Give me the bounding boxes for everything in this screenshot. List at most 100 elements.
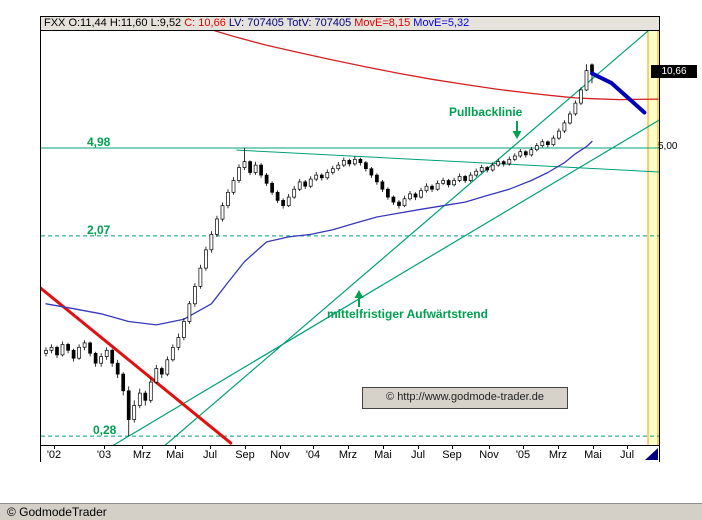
candle-body — [546, 141, 550, 146]
candle-body — [49, 346, 54, 351]
candle-body — [165, 359, 170, 375]
candle-body — [44, 349, 48, 354]
candle-body — [275, 191, 280, 201]
x-axis-tick — [348, 446, 349, 449]
candle-body — [485, 167, 490, 171]
chart-frame: FXX O:11,44 H:11,60 L:9,52 C: 10,66 LV: … — [40, 16, 660, 463]
future-band — [648, 31, 658, 445]
candle-body — [82, 342, 87, 348]
candle-body — [529, 149, 534, 156]
old-downtrend — [41, 286, 233, 445]
info-bar-segment: FXX O:11,44 H:11,60 L:9,52 — [44, 17, 185, 29]
x-axis-tick — [418, 446, 419, 449]
candle-body — [281, 200, 285, 206]
x-axis-tick — [280, 446, 281, 449]
candle-body — [507, 158, 512, 165]
candle-body — [209, 234, 214, 251]
chart-plot[interactable]: Pullbacklinie mittelfristiger Aufwärtstr… — [41, 31, 659, 445]
x-axis-label: Jul — [410, 449, 426, 461]
candle-body — [159, 368, 164, 375]
candle-body — [193, 286, 197, 305]
projection-line — [590, 71, 647, 115]
x-axis-label: Mrz — [338, 449, 358, 461]
candle-body — [297, 181, 302, 190]
candle-body — [319, 174, 324, 179]
candle-body — [248, 161, 252, 173]
candle-body — [226, 191, 230, 207]
x-axis-tick — [558, 446, 559, 449]
candle-body — [408, 193, 412, 200]
x-axis-tick — [245, 446, 246, 449]
candlestick-chart[interactable] — [41, 31, 659, 445]
footer-copyright: © GodmodeTrader — [7, 505, 107, 519]
x-axis-tick — [523, 446, 524, 449]
candle-body — [557, 130, 561, 139]
candle-body — [534, 145, 539, 151]
candle-body — [176, 337, 181, 348]
candle-body — [479, 167, 484, 172]
candle-body — [77, 346, 81, 359]
x-axis-label: Sep — [442, 449, 462, 461]
candle-body — [441, 180, 445, 184]
x-axis-tick — [175, 446, 176, 449]
candle-body — [391, 196, 396, 203]
candle-body — [358, 158, 363, 164]
candle-body — [187, 303, 192, 322]
candle-body — [264, 174, 269, 184]
info-bar: FXX O:11,44 H:11,60 L:9,52 C: 10,66 LV: … — [41, 17, 659, 31]
candle-body — [452, 180, 456, 186]
candle-body — [419, 190, 423, 198]
x-axis-label: Jul — [202, 449, 218, 461]
candle-body — [352, 158, 357, 165]
pullback-line — [164, 31, 649, 445]
candle-body — [551, 137, 556, 146]
candle-body — [512, 155, 517, 160]
x-axis-tick — [142, 446, 143, 449]
candle-body — [474, 170, 479, 176]
x-axis-label: '02 — [46, 449, 62, 461]
candle-body — [397, 201, 401, 206]
candle-body — [435, 182, 440, 190]
x-axis-label: Mai — [374, 449, 392, 461]
right-axis-tick-label: 5,00 — [658, 141, 678, 152]
down-arrow-head-icon — [512, 131, 522, 139]
x-axis: '02 '03 Mrz Mai Jul Sep Nov '04 Mrz Mai Jul Sep Nov '… — [41, 445, 659, 463]
candle-body — [347, 160, 352, 165]
candle-body — [501, 161, 506, 165]
candle-body — [71, 349, 76, 359]
x-axis-label: Nov — [479, 449, 499, 461]
x-axis-tick — [452, 446, 453, 449]
x-axis-tick — [593, 446, 594, 449]
candle-body — [66, 344, 70, 351]
x-axis-label: Mrz — [548, 449, 568, 461]
x-axis-label: Nov — [270, 449, 290, 461]
candle-body — [121, 373, 126, 392]
x-axis-tick — [54, 446, 55, 449]
up-arrow-head-icon — [354, 290, 364, 298]
candle-body — [568, 113, 572, 124]
candle-body — [286, 196, 291, 207]
candle-body — [584, 70, 589, 91]
candle-body — [314, 174, 319, 180]
candle-body — [231, 180, 236, 193]
candle-body — [115, 362, 120, 375]
candle-body — [253, 164, 258, 173]
last-price-badge: 10,66 — [651, 65, 697, 78]
candle-body — [540, 141, 545, 146]
candle-body — [132, 405, 137, 420]
ma-MovE=5,32 — [45, 140, 593, 326]
candle-body — [430, 185, 434, 190]
candle-body — [490, 164, 495, 171]
candle-body — [364, 162, 368, 170]
candle-body — [259, 164, 263, 176]
x-axis-label: Sep — [235, 449, 255, 461]
uptrend-label: mittelfristiger Aufwärtstrend — [327, 307, 488, 321]
x-axis-tick — [489, 446, 490, 449]
nav-triangle-icon[interactable] — [645, 448, 658, 460]
candle-body — [215, 218, 219, 235]
candle-body — [590, 64, 594, 73]
price-level-label: 0,28 — [93, 423, 117, 437]
candle-body — [308, 178, 313, 187]
candles — [44, 63, 594, 437]
candle-body — [562, 122, 567, 132]
